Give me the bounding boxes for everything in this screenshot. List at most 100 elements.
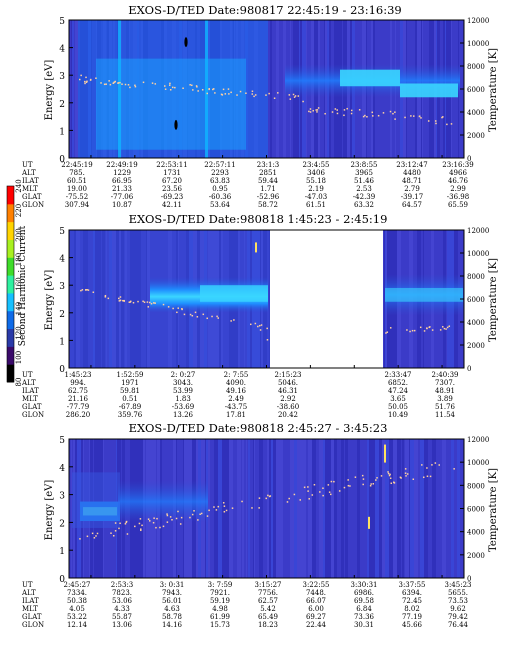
temperature-point	[152, 302, 155, 304]
orbit-cell: 12.14	[67, 621, 88, 629]
temperature-point	[358, 109, 361, 111]
orbit-cell: 2: 7:55	[224, 371, 249, 379]
temperature-point	[122, 299, 124, 302]
spectrogram-column	[308, 439, 312, 578]
orbit-row-label: GLAT	[22, 193, 42, 201]
panel-2-spectrogram	[68, 229, 465, 369]
spectrogram-column	[334, 439, 335, 578]
spectrogram-column	[102, 230, 105, 368]
temperature-point	[208, 88, 210, 90]
spectrogram-column	[278, 439, 280, 578]
colorbar-tick-label: 160	[15, 277, 23, 290]
spectrogram-column	[341, 439, 344, 578]
temperature-point	[375, 479, 377, 481]
temperature-point	[267, 494, 269, 497]
orbit-cell: 13.06	[112, 621, 133, 629]
spectrogram-column	[457, 439, 460, 578]
temperature-point	[119, 81, 121, 84]
orbit-row-label: MLT	[22, 185, 38, 193]
temperature-point	[286, 501, 289, 503]
panel-2-title: EXOS-D/TED Date:980818 1:45:23 - 2:45:19	[129, 212, 388, 226]
temperature-point	[423, 330, 426, 332]
temperature-point	[258, 497, 261, 499]
y2tick-label: 10000	[467, 250, 489, 258]
orbit-cell: 1.83	[175, 395, 191, 403]
temperature-point	[174, 86, 176, 89]
temperature-point	[85, 81, 88, 84]
temperature-point	[123, 299, 125, 302]
temperature-point	[254, 322, 257, 325]
temperature-point	[347, 484, 350, 487]
temperature-point	[394, 111, 396, 113]
spectrogram-column	[304, 439, 306, 578]
panel-1-orbit-table: UT 22:45:19 22:49:19 22:53:11 22:57:11 23:1:3…	[21, 161, 474, 209]
y2tick-label: 4000	[467, 109, 485, 117]
spectrogram-column	[369, 439, 371, 578]
orbit-cell: 13.26	[173, 411, 194, 419]
ytick-label: 0	[59, 365, 65, 375]
spectrogram-column	[93, 230, 95, 368]
orbit-cell: 2.99	[450, 185, 466, 193]
temperature-point	[114, 530, 117, 532]
temperature-point	[167, 306, 170, 308]
temperature-point	[196, 316, 199, 318]
temperature-point	[245, 92, 247, 94]
temperature-point	[230, 320, 232, 322]
temperature-point	[446, 123, 448, 126]
colorbar-tick-label: 200	[15, 228, 23, 241]
temperature-point	[331, 111, 334, 113]
temperature-point	[79, 78, 81, 81]
temperature-point	[140, 528, 142, 530]
temperature-point	[195, 85, 198, 87]
temperature-point	[231, 507, 234, 509]
colorbar-swatch	[7, 310, 14, 330]
orbit-cell: 3.65	[390, 395, 406, 403]
orbit-cell: 4.05	[69, 605, 85, 613]
orbit-cell: 3043.	[173, 379, 193, 387]
orbit-row-label: ALT	[21, 379, 36, 387]
spectrogram-column	[319, 439, 323, 578]
temperature-point	[222, 88, 225, 91]
panel-2: EXOS-D/TED Date:980818 1:45:23 - 2:45:19…	[21, 212, 499, 419]
spectrogram-column	[118, 20, 121, 158]
temperature-point	[293, 493, 296, 496]
temperature-point	[288, 497, 290, 500]
temperature-point	[128, 301, 131, 303]
temperature-point	[382, 112, 385, 114]
temperature-point	[151, 82, 154, 84]
temperature-point	[217, 317, 220, 319]
temperature-point	[132, 301, 135, 304]
temperature-point	[258, 507, 260, 509]
orbit-cell: 6852.	[388, 379, 408, 387]
orbit-cell: 10.87	[112, 201, 132, 209]
orbit-cell: 62.57	[258, 597, 278, 605]
temperature-point	[180, 516, 183, 519]
orbit-cell: 56.01	[162, 597, 182, 605]
temperature-point	[171, 86, 174, 89]
temperature-point	[164, 88, 167, 90]
orbit-cell: 58.78	[162, 613, 182, 621]
orbit-cell: 7756.	[258, 589, 278, 597]
orbit-cell: 69.58	[354, 597, 374, 605]
orbit-cell: 2.19	[308, 185, 324, 193]
temperature-point	[216, 315, 218, 318]
y2tick-label: 2000	[467, 552, 485, 560]
temperature-point	[307, 486, 309, 488]
temperature-point	[236, 94, 238, 96]
orbit-cell: 2: 0:27	[171, 371, 196, 379]
temperature-point	[389, 477, 392, 479]
temperature-point	[223, 505, 226, 507]
spectrogram-column	[325, 439, 328, 578]
temperature-point	[322, 487, 324, 489]
colorbar: 80 100 120 140 160 180 200 220 240	[6, 179, 23, 386]
temperature-point	[220, 93, 223, 96]
temperature-point	[438, 464, 440, 466]
orbit-cell: 42.11	[162, 201, 182, 209]
orbit-cell: 73.53	[448, 597, 468, 605]
orbit-cell: 63.32	[354, 201, 374, 209]
panel-3-title: EXOS-D/TED Date:980818 2:45:27 - 3:45:23	[129, 421, 388, 435]
spectrogram-column	[83, 230, 84, 368]
temperature-point	[119, 299, 122, 302]
low-energy-region	[72, 472, 120, 528]
orbit-cell: 0.51	[122, 395, 138, 403]
